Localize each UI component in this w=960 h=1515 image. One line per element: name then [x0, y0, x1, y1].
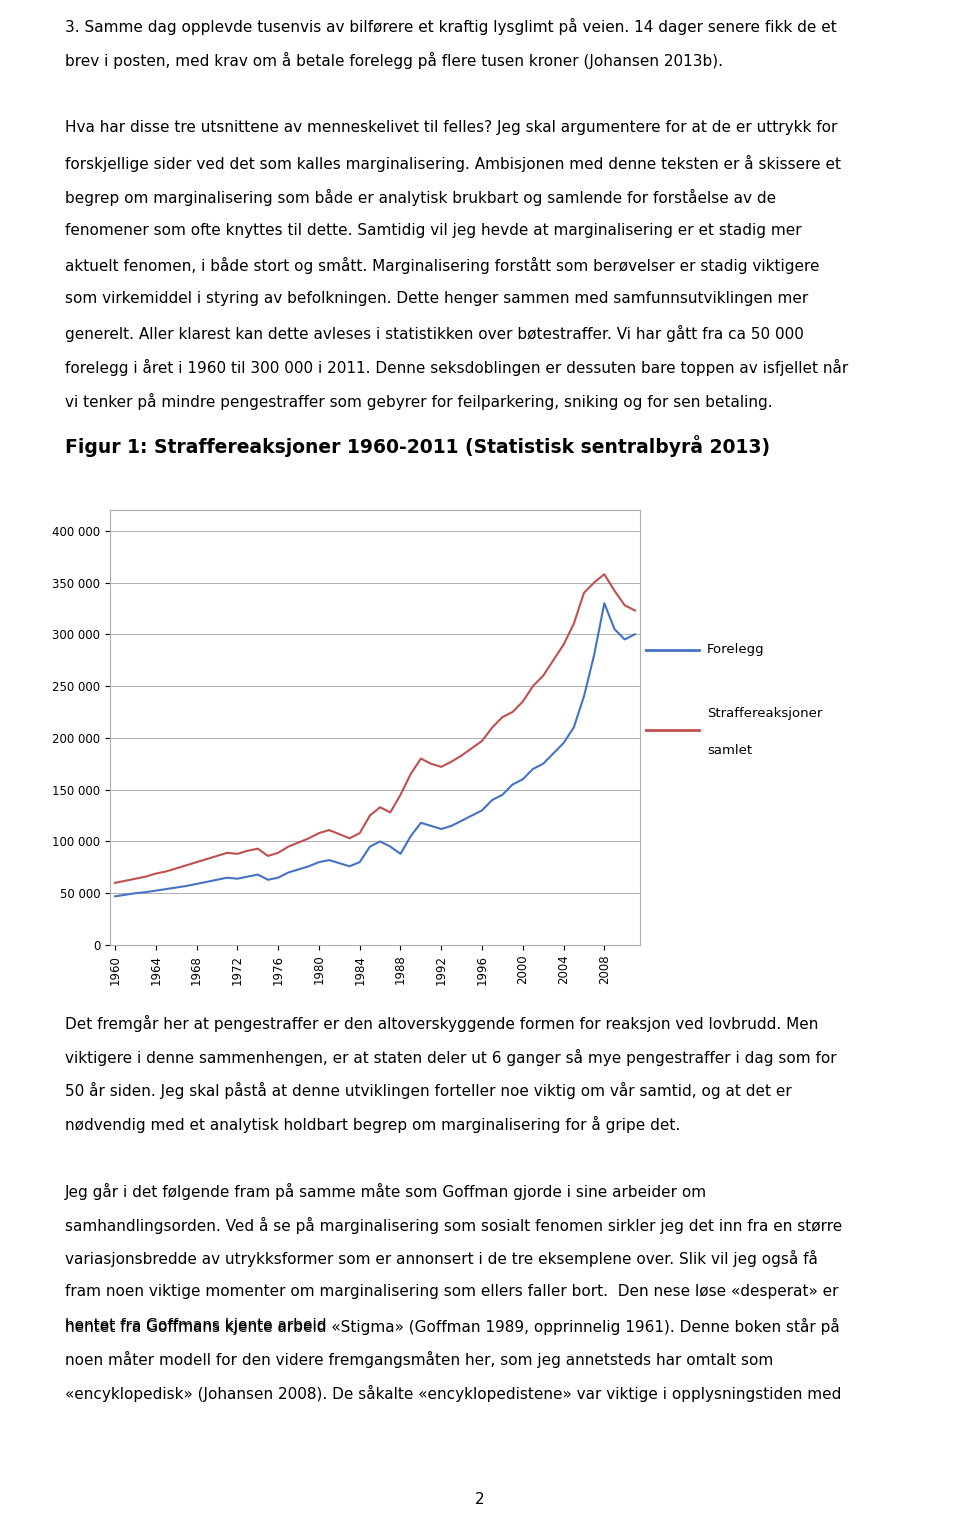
- Text: som virkemiddel i styring av befolkningen. Dette henger sammen med samfunnsutvik: som virkemiddel i styring av befolkninge…: [65, 291, 808, 306]
- Text: Det fremgår her at pengestraffer er den altoverskyggende formen for reaksjon ved: Det fremgår her at pengestraffer er den …: [65, 1015, 819, 1032]
- Text: generelt. Aller klarest kan dette avleses i statistikken over bøtestraffer. Vi h: generelt. Aller klarest kan dette avlese…: [65, 326, 804, 342]
- Text: Jeg går i det følgende fram på samme måte som Goffman gjorde i sine arbeider om: Jeg går i det følgende fram på samme måt…: [65, 1183, 708, 1200]
- Text: hentet fra Goffmans kjente arbeid «Stigma» (Goffman 1989, opprinnelig 1961). Den: hentet fra Goffmans kjente arbeid «Stigm…: [65, 1318, 840, 1335]
- Text: noen måter modell for den videre fremgangsmåten her, som jeg annetsteds har omta: noen måter modell for den videre fremgan…: [65, 1351, 774, 1368]
- Text: Forelegg: Forelegg: [707, 644, 764, 656]
- Text: hentet fra Goffmans kjente arbeid: hentet fra Goffmans kjente arbeid: [65, 1318, 331, 1333]
- Text: viktigere i denne sammenhengen, er at staten deler ut 6 ganger så mye pengestraf: viktigere i denne sammenhengen, er at st…: [65, 1048, 837, 1065]
- Text: variasjonsbredde av utrykksformer som er annonsert i de tre eksemplene over. Sli: variasjonsbredde av utrykksformer som er…: [65, 1250, 818, 1268]
- Text: samlet: samlet: [707, 744, 752, 758]
- Text: forelegg i året i 1960 til 300 000 i 2011. Denne seksdoblingen er dessuten bare : forelegg i året i 1960 til 300 000 i 201…: [65, 359, 849, 376]
- Text: Straffereaksjoner: Straffereaksjoner: [707, 708, 823, 721]
- Text: vi tenker på mindre pengestraffer som gebyrer for feilparkering, sniking og for : vi tenker på mindre pengestraffer som ge…: [65, 394, 773, 411]
- Text: fram noen viktige momenter om marginalisering som ellers faller bort.  Den nese : fram noen viktige momenter om marginalis…: [65, 1285, 839, 1298]
- Text: aktuelt fenomen, i både stort og smått. Marginalisering forstått som berøvelser : aktuelt fenomen, i både stort og smått. …: [65, 256, 820, 274]
- Text: begrep om marginalisering som både er analytisk brukbart og samlende for forståe: begrep om marginalisering som både er an…: [65, 189, 777, 206]
- Text: 50 år siden. Jeg skal påstå at denne utviklingen forteller noe viktig om vår sam: 50 år siden. Jeg skal påstå at denne utv…: [65, 1082, 792, 1100]
- Text: samhandlingsorden. Ved å se på marginalisering som sosialt fenomen sirkler jeg d: samhandlingsorden. Ved å se på marginali…: [65, 1217, 843, 1233]
- Text: Hva har disse tre utsnittene av menneskelivet til felles? Jeg skal argumentere f: Hva har disse tre utsnittene av menneske…: [65, 121, 838, 135]
- Text: 2: 2: [475, 1492, 485, 1507]
- Text: brev i posten, med krav om å betale forelegg på flere tusen kroner (Johansen 201: brev i posten, med krav om å betale fore…: [65, 52, 723, 70]
- Text: 3. Samme dag opplevde tusenvis av bilførere et kraftig lysglimt på veien. 14 dag: 3. Samme dag opplevde tusenvis av bilfør…: [65, 18, 837, 35]
- Text: hentet fra Goffmans kjente arbeid «Stigma» (Goffman 1989, opprinnelig 1961). Den: hentet fra Goffmans kjente arbeid «Stigm…: [65, 1318, 840, 1335]
- Text: «encyklopedisk» (Johansen 2008). De såkalte «encyklopedistene» var viktige i opp: «encyklopedisk» (Johansen 2008). De såka…: [65, 1385, 842, 1401]
- Text: Figur 1: Straffereaksjoner 1960-2011 (Statistisk sentralbyrå 2013): Figur 1: Straffereaksjoner 1960-2011 (St…: [65, 435, 771, 458]
- Text: nødvendig med et analytisk holdbart begrep om marginalisering for å gripe det.: nødvendig med et analytisk holdbart begr…: [65, 1117, 681, 1133]
- Text: fenomener som ofte knyttes til dette. Samtidig vil jeg hevde at marginalisering : fenomener som ofte knyttes til dette. Sa…: [65, 223, 802, 238]
- Text: forskjellige sider ved det som kalles marginalisering. Ambisjonen med denne teks: forskjellige sider ved det som kalles ma…: [65, 155, 841, 171]
